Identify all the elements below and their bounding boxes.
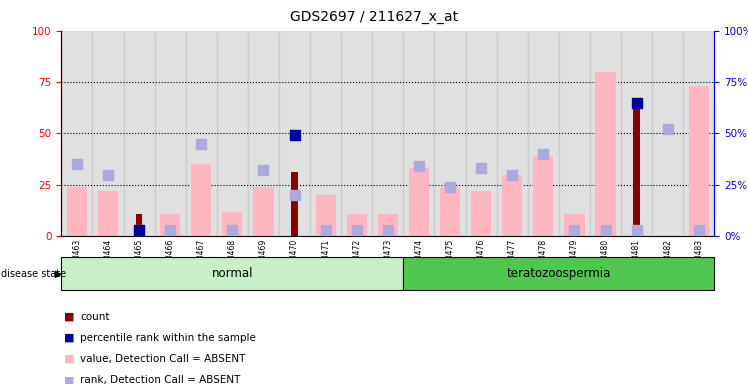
Point [227, 227, 239, 233]
Bar [440, 187, 460, 236]
Bar [67, 187, 87, 236]
Bar [291, 172, 298, 236]
Point [133, 227, 145, 233]
Bar [93, 31, 123, 236]
Text: ▶: ▶ [55, 268, 62, 279]
Text: value, Detection Call = ABSENT: value, Detection Call = ABSENT [80, 354, 245, 364]
Bar [378, 214, 398, 236]
Point [413, 163, 425, 169]
Text: ■: ■ [64, 312, 74, 322]
Point [257, 167, 269, 174]
Bar [98, 191, 118, 236]
Bar [135, 214, 143, 236]
Bar [316, 195, 336, 236]
Bar [373, 31, 403, 236]
Bar [633, 107, 640, 236]
Text: count: count [80, 312, 109, 322]
Bar [310, 31, 341, 236]
Bar [186, 31, 217, 236]
Bar [502, 174, 522, 236]
Bar [346, 214, 367, 236]
Point [631, 99, 643, 106]
Point [71, 161, 83, 167]
Point [195, 141, 207, 147]
Bar [435, 31, 465, 236]
Text: disease state: disease state [1, 268, 67, 279]
Bar [683, 31, 714, 236]
Text: ■: ■ [64, 354, 74, 364]
Point [289, 192, 301, 198]
Bar [61, 31, 93, 236]
Bar [409, 168, 429, 236]
Point [351, 227, 363, 233]
Text: ■: ■ [64, 375, 74, 384]
Bar [61, 257, 403, 290]
Bar [123, 31, 155, 236]
Point [693, 227, 705, 233]
Point [133, 227, 145, 233]
Point [381, 227, 393, 233]
Bar [621, 31, 652, 236]
Text: GDS2697 / 211627_x_at: GDS2697 / 211627_x_at [290, 10, 458, 23]
Bar [217, 31, 248, 236]
Text: ■: ■ [64, 333, 74, 343]
Point [164, 227, 176, 233]
Point [444, 184, 456, 190]
Point [102, 171, 114, 177]
Bar [248, 31, 279, 236]
Text: normal: normal [212, 267, 253, 280]
Bar [191, 164, 212, 236]
Bar [465, 31, 497, 236]
Bar [595, 72, 616, 236]
Point [506, 171, 518, 177]
Bar [471, 191, 491, 236]
Point [537, 151, 549, 157]
Bar [689, 86, 709, 236]
Point [289, 132, 301, 139]
Bar [559, 31, 590, 236]
Point [568, 227, 580, 233]
Point [475, 165, 487, 171]
Text: percentile rank within the sample: percentile rank within the sample [80, 333, 256, 343]
Text: rank, Detection Call = ABSENT: rank, Detection Call = ABSENT [80, 375, 240, 384]
Point [599, 227, 611, 233]
Point [662, 126, 674, 132]
Bar [222, 212, 242, 236]
Bar [160, 214, 180, 236]
Bar [533, 156, 554, 236]
Bar [564, 214, 584, 236]
Bar [254, 187, 274, 236]
Bar [279, 31, 310, 236]
Text: teratozoospermia: teratozoospermia [506, 267, 611, 280]
Bar [528, 31, 559, 236]
Bar [155, 31, 186, 236]
Point [319, 227, 331, 233]
Bar [497, 31, 528, 236]
Bar [403, 257, 714, 290]
Bar [341, 31, 373, 236]
Point [631, 227, 643, 233]
Bar [652, 31, 683, 236]
Bar [403, 31, 435, 236]
Bar [590, 31, 621, 236]
